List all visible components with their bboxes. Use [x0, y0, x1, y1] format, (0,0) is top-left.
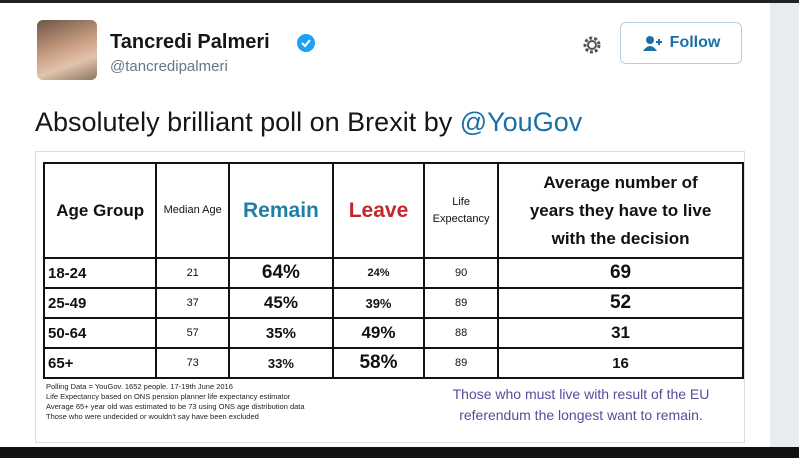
table-cell: 88	[423, 317, 500, 349]
follow-button[interactable]: Follow	[620, 22, 742, 64]
table-row: 65+ 73 33% 58% 89 16	[42, 347, 744, 379]
header-row: Age Group Median Age Remain Leave Life Expec…	[42, 162, 744, 259]
mention[interactable]: @YouGov	[459, 107, 583, 137]
bottom-bar	[0, 447, 799, 458]
table-cell: 45%	[227, 287, 334, 319]
poll-table: Age Group Median Age Remain Leave Life Expec…	[42, 162, 744, 379]
footnote: Those who were undecided or wouldn't say…	[46, 412, 259, 421]
table-cell: 90	[423, 257, 500, 289]
table-cell: 50-64	[42, 317, 158, 349]
table-cell: 69	[497, 257, 744, 289]
table-cell: 25-49	[42, 287, 158, 319]
table-cell: 39%	[331, 287, 426, 319]
table-cell: 73	[155, 347, 230, 379]
verified-badge	[297, 34, 315, 52]
table-cell: 57	[155, 317, 230, 349]
table-cell: 89	[423, 287, 500, 319]
user-name[interactable]: Tancredi Palmeri	[110, 31, 270, 53]
table-row: 18-24 21 64% 24% 90 69	[42, 257, 744, 289]
footnote: Life Expectancy based on ONS pension pla…	[46, 392, 291, 401]
tweet-text: Absolutely brilliant poll on Brexit by @…	[35, 107, 582, 138]
table-cell: 21	[155, 257, 230, 289]
table-cell: 64%	[227, 257, 334, 289]
avatar[interactable]	[37, 20, 97, 80]
follow-label: Follow	[669, 34, 721, 51]
header-cell: Median Age	[155, 162, 230, 259]
header-cell: Remain	[227, 162, 334, 259]
header-cell: Life Expectancy	[423, 162, 500, 259]
table-cell: 33%	[227, 347, 334, 379]
table-cell: 52	[497, 287, 744, 319]
user-handle[interactable]: @tancredipalmeri	[110, 58, 228, 75]
poll-image[interactable]: Age Group Median Age Remain Leave Life Expec…	[35, 151, 745, 443]
top-bar	[0, 0, 799, 3]
settings-icon[interactable]	[580, 33, 604, 57]
follow-icon	[642, 36, 662, 51]
footnote: Polling Data = YouGov. 1652 people. 17-1…	[46, 382, 233, 391]
table-cell: 37	[155, 287, 230, 319]
table-cell: 65+	[42, 347, 158, 379]
table-cell: 58%	[331, 347, 426, 379]
tweet-body: Absolutely brilliant poll on Brexit by	[35, 107, 460, 137]
table-cell: 18-24	[42, 257, 158, 289]
table-cell: 24%	[331, 257, 426, 289]
header-cell: Average number of years they have to liv…	[497, 162, 744, 259]
table-cell: 31	[497, 317, 744, 349]
table-cell: 35%	[227, 317, 334, 349]
footnote: Average 65+ year old was estimated to be…	[46, 402, 305, 411]
tweet-card: Tancredi Palmeri @tancredipalmeri Follow…	[0, 3, 770, 447]
footnotes: Polling Data = YouGov. 1652 people. 17-1…	[46, 382, 305, 422]
table-cell: 49%	[331, 317, 426, 349]
table-cell: 89	[423, 347, 500, 379]
table-cell: 16	[497, 347, 744, 379]
table-row: 50-64 57 35% 49% 88 31	[42, 317, 744, 349]
caption: Those who must live with result of the E…	[452, 386, 710, 423]
table-row: 25-49 37 45% 39% 89 52	[42, 287, 744, 319]
header-cell: Age Group	[42, 162, 158, 259]
header-cell: Leave	[331, 162, 426, 259]
